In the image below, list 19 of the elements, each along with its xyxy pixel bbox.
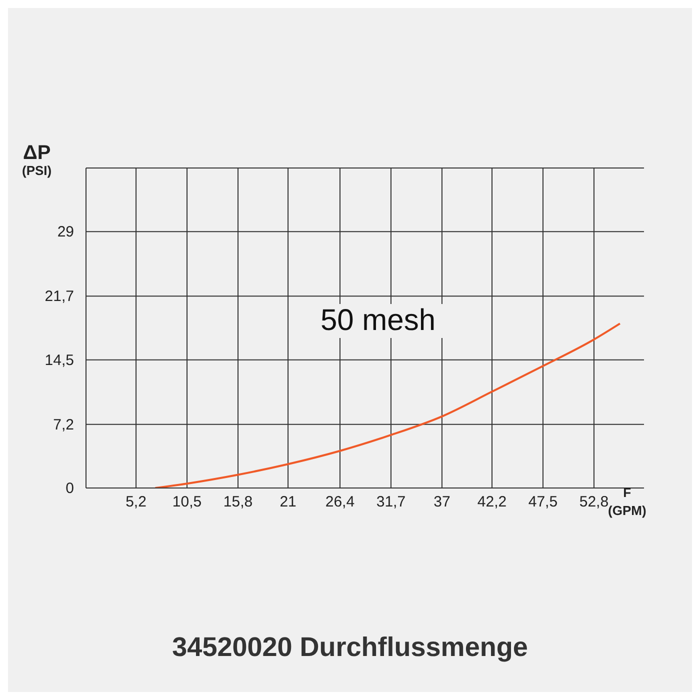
y-tick-label: 7,2 [53,416,74,434]
x-tick-label: 52,8 [579,494,609,511]
x-tick-label: 47,5 [528,494,558,511]
text: 34520020 Durchflussmenge [171,632,529,663]
y-tick-label: 29 [57,224,74,241]
x-tick-label: 26,4 [325,494,355,511]
y-axis-title: ΔP (PSI) [22,142,52,180]
x-tick-label: 21 [280,494,296,511]
y-tick-label: 21,7 [44,288,74,306]
x-axis-title: F (GPM) [608,484,646,520]
annotation: 50 mesh [298,304,458,338]
y-tick-label: 0 [66,480,74,497]
x-tick-label: 37 [434,494,450,511]
y-tick-label: 14,5 [44,352,74,369]
x-tick-label: 5,2 [126,494,146,511]
x-tick-label: 10,5 [172,494,202,511]
x-tick-label: 15,8 [223,494,253,511]
x-tick-label: 42,2 [477,494,507,511]
x-tick-label: 31,7 [376,494,406,511]
